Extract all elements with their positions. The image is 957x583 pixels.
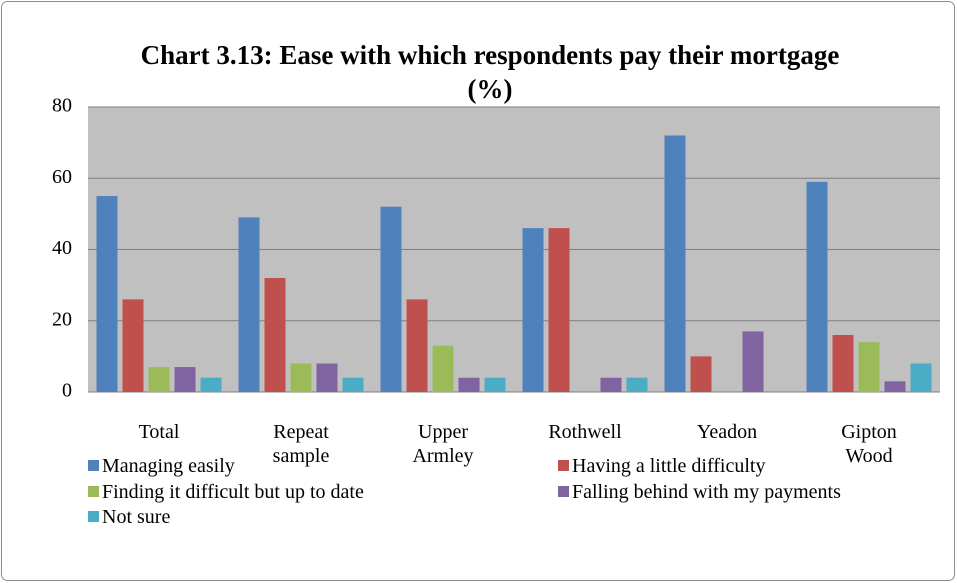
bar [690, 356, 712, 392]
legend-label: Not sure [102, 506, 171, 528]
bar [148, 367, 170, 392]
x-tick-label: Gipton Wood [841, 421, 897, 467]
legend-swatch [88, 511, 99, 522]
bar [122, 299, 144, 392]
bar [832, 335, 854, 392]
bar [858, 342, 880, 392]
x-tick-label: Rothwell [548, 421, 622, 443]
legend-label: Finding it difficult but up to date [102, 480, 364, 503]
legend-item: Falling behind with my payments [558, 480, 841, 504]
bar [342, 377, 364, 392]
x-tick-label: Total [138, 421, 180, 443]
bar [884, 381, 906, 392]
bar [200, 377, 222, 392]
y-tick-label: 40 [52, 237, 72, 259]
y-tick-label: 60 [52, 166, 72, 188]
x-tick-label: Yeadon [696, 421, 758, 443]
bar [290, 363, 312, 392]
bar [626, 377, 648, 392]
legend-label: Falling behind with my payments [572, 480, 841, 503]
bar [664, 135, 686, 392]
y-tick-label: 20 [52, 308, 72, 330]
legend-swatch [88, 485, 99, 497]
legend-item: Not sure [88, 505, 170, 529]
bar [174, 367, 196, 392]
legend-label: Having a little difficulty [572, 455, 766, 477]
bar [264, 278, 286, 392]
legend-swatch [558, 485, 569, 497]
bar [522, 228, 544, 392]
bar [484, 377, 506, 392]
bar [406, 299, 428, 392]
legend-item: Having a little difficulty [558, 454, 765, 478]
bar [238, 217, 260, 392]
bar [742, 331, 764, 392]
bar [432, 345, 454, 392]
bar [600, 377, 622, 392]
bar [910, 363, 932, 392]
x-tick-label: Upper Armley [412, 421, 474, 467]
legend-item: Managing easily [88, 454, 235, 478]
x-tick-label: Repeat sample [272, 421, 330, 467]
y-tick-label: 80 [52, 95, 72, 117]
legend-swatch [558, 460, 569, 471]
bar [96, 196, 118, 392]
bar [806, 181, 828, 392]
bar [548, 228, 570, 392]
chart-title: Chart 3.13: Ease with which respondents … [140, 40, 840, 104]
legend-item: Finding it difficult but up to date [88, 480, 364, 504]
bar [458, 377, 480, 392]
y-tick-label: 0 [62, 380, 72, 402]
bar [380, 206, 402, 392]
legend-label: Managing easily [102, 455, 235, 477]
legend-swatch [88, 460, 99, 471]
bar [316, 363, 338, 392]
